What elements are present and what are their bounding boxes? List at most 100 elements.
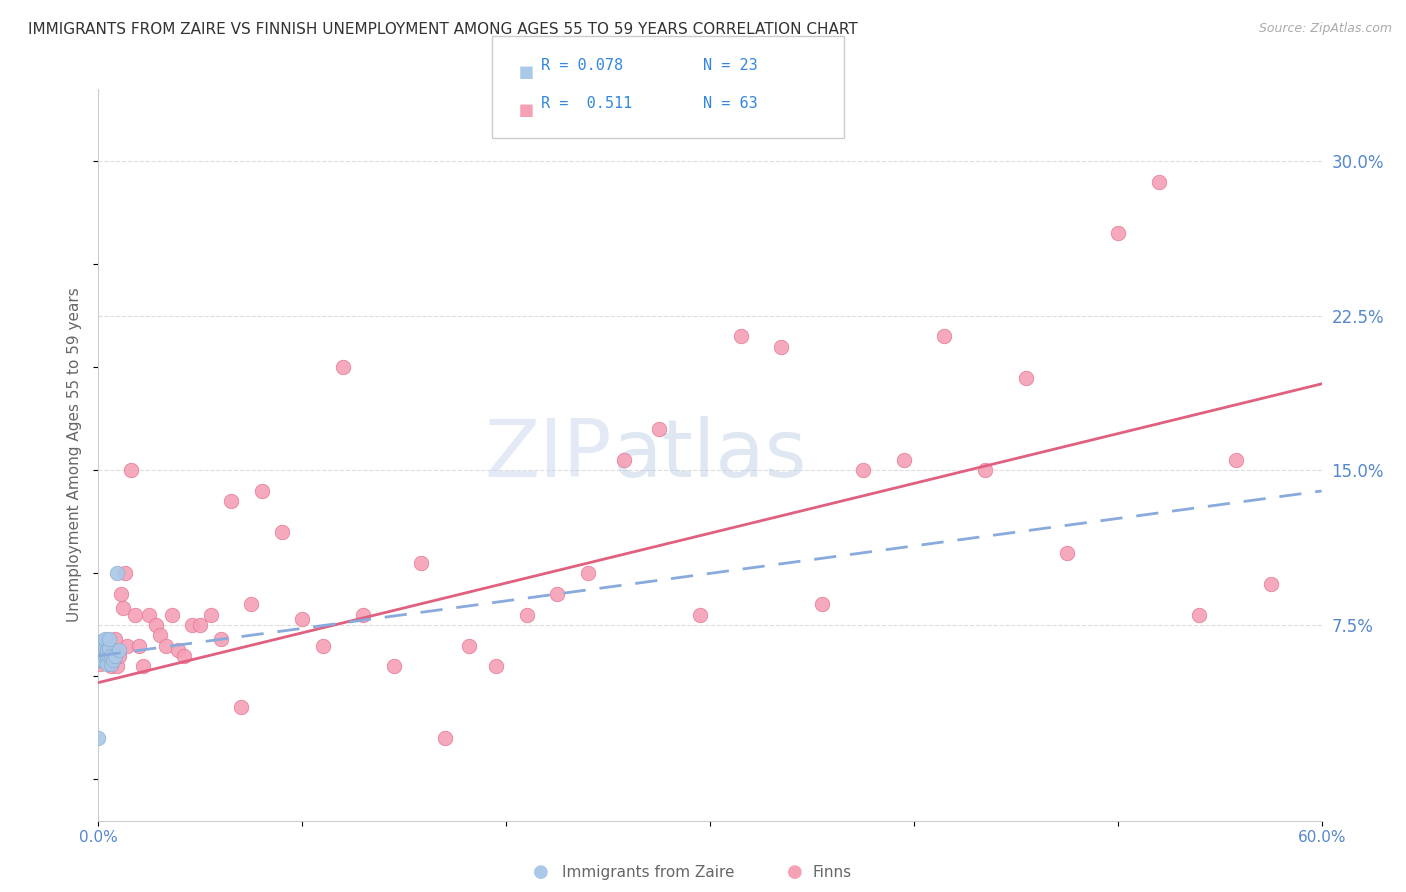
Point	[93, 648, 115, 663]
Point	[105, 659, 128, 673]
Point	[89, 639, 111, 653]
Text: ▪: ▪	[517, 60, 534, 84]
Point	[1147, 175, 1170, 189]
Point	[893, 453, 915, 467]
Point	[108, 648, 131, 663]
Text: Source: ZipAtlas.com: Source: ZipAtlas.com	[1258, 22, 1392, 36]
Point	[87, 731, 110, 746]
Point	[250, 483, 273, 498]
Point	[173, 648, 195, 663]
Point	[409, 556, 432, 570]
Point	[91, 642, 114, 657]
Point	[689, 607, 711, 622]
Point	[852, 463, 875, 477]
Point	[546, 587, 568, 601]
Point	[96, 642, 118, 657]
Point	[155, 639, 177, 653]
Text: ZIP: ZIP	[485, 416, 612, 494]
Point	[382, 659, 405, 673]
Point	[111, 601, 134, 615]
Point	[120, 463, 142, 477]
Point	[167, 642, 190, 657]
Text: N = 23: N = 23	[703, 58, 758, 73]
Point	[332, 360, 354, 375]
Point	[934, 329, 956, 343]
Text: ●: ●	[786, 863, 803, 881]
Text: atlas: atlas	[612, 416, 807, 494]
Point	[219, 494, 242, 508]
Point	[93, 640, 115, 655]
Point	[110, 587, 132, 601]
Text: Finns: Finns	[813, 865, 852, 880]
Point	[96, 642, 118, 657]
Text: IMMIGRANTS FROM ZAIRE VS FINNISH UNEMPLOYMENT AMONG AGES 55 TO 59 YEARS CORRELAT: IMMIGRANTS FROM ZAIRE VS FINNISH UNEMPLO…	[28, 22, 858, 37]
Point	[104, 648, 127, 663]
Point	[240, 597, 263, 611]
Point	[114, 566, 136, 581]
Point	[89, 645, 111, 659]
Point	[149, 628, 172, 642]
Point	[93, 632, 115, 647]
Point	[458, 639, 481, 653]
Point	[91, 653, 114, 667]
Point	[485, 659, 508, 673]
Point	[97, 640, 120, 655]
Point	[97, 648, 120, 663]
Point	[231, 700, 253, 714]
Point	[1015, 370, 1038, 384]
Text: ▪: ▪	[517, 98, 534, 122]
Point	[96, 648, 118, 663]
Point	[105, 566, 128, 581]
Point	[209, 632, 232, 647]
Point	[974, 463, 997, 477]
Point	[1188, 607, 1211, 622]
Point	[730, 329, 752, 343]
Point	[770, 340, 793, 354]
Point	[1056, 546, 1078, 560]
Point	[181, 618, 204, 632]
Point	[128, 639, 150, 653]
Point	[352, 607, 374, 622]
Point	[104, 632, 127, 647]
Point	[97, 632, 120, 647]
Y-axis label: Unemployment Among Ages 55 to 59 years: Unemployment Among Ages 55 to 59 years	[67, 287, 83, 623]
Point	[115, 639, 138, 653]
Point	[89, 657, 111, 671]
Point	[100, 659, 122, 673]
Point	[270, 525, 294, 540]
Text: ●: ●	[533, 863, 550, 881]
Point	[101, 653, 124, 667]
Point	[87, 653, 110, 667]
Point	[132, 659, 155, 673]
Point	[613, 453, 636, 467]
Point	[91, 634, 114, 648]
Point	[124, 607, 146, 622]
Point	[1225, 453, 1247, 467]
Point	[93, 653, 115, 667]
Point	[516, 607, 538, 622]
Text: R = 0.078: R = 0.078	[541, 58, 623, 73]
Point	[138, 607, 160, 622]
Point	[576, 566, 599, 581]
Point	[160, 607, 183, 622]
Point	[101, 642, 124, 657]
Point	[1107, 227, 1129, 241]
Point	[108, 642, 131, 657]
Text: R =  0.511: R = 0.511	[541, 96, 633, 112]
Point	[91, 648, 114, 663]
Point	[291, 612, 314, 626]
Point	[200, 607, 222, 622]
Point	[97, 648, 120, 663]
Point	[1260, 576, 1282, 591]
Text: N = 63: N = 63	[703, 96, 758, 112]
Point	[648, 422, 671, 436]
Point	[188, 618, 212, 632]
Point	[434, 731, 457, 746]
Point	[100, 648, 122, 663]
Point	[145, 618, 167, 632]
Point	[811, 597, 834, 611]
Point	[100, 657, 122, 671]
Point	[96, 657, 118, 671]
Point	[89, 653, 111, 667]
Point	[312, 639, 335, 653]
